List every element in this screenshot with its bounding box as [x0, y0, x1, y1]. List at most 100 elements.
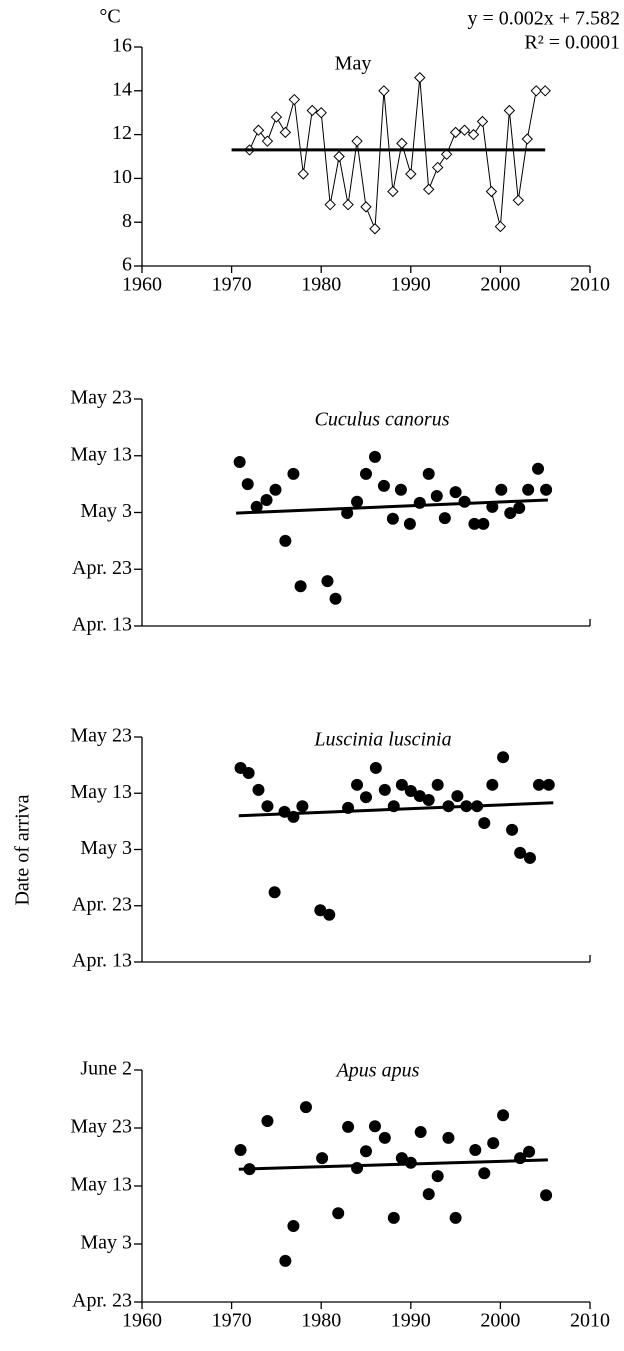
data-point: [288, 93, 301, 106]
data-point: [523, 851, 536, 864]
data-point: [458, 124, 471, 136]
data-point: [512, 194, 525, 207]
data-point: [287, 467, 300, 480]
y-tick-label: May 23: [70, 387, 132, 409]
data-point: [369, 223, 381, 235]
data-point: [395, 778, 408, 791]
y-tick-label: Apr. 13: [72, 614, 132, 636]
data-point: [261, 1115, 274, 1128]
x-tick-label: 1990: [391, 1310, 431, 1332]
data-point: [495, 483, 508, 496]
chart-title: May: [335, 53, 372, 75]
y-tick-label: Apr. 23: [72, 1290, 132, 1312]
data-point: [299, 1101, 312, 1114]
y-tick-label: May 3: [80, 500, 132, 522]
data-point: [351, 495, 364, 508]
chart-title: Luscinia luscinia: [313, 729, 451, 751]
y-tick-label: May 3: [80, 1232, 132, 1254]
data-point: [422, 794, 435, 806]
data-point: [478, 817, 491, 830]
y-tick-label: May 23: [70, 1116, 132, 1138]
data-point: [268, 886, 281, 899]
y-axis-label: Date of arriva: [12, 794, 34, 905]
data-point: [540, 483, 553, 496]
data-point: [351, 135, 363, 147]
data-point: [287, 1220, 300, 1233]
data-point: [405, 168, 417, 180]
data-point: [422, 467, 435, 480]
trend-line: [238, 801, 554, 818]
data-point: [468, 517, 481, 530]
data-point: [438, 512, 451, 525]
y-tick-label: May 13: [70, 443, 132, 465]
data-point: [396, 137, 408, 150]
y-tick-label: May 13: [70, 1174, 132, 1196]
data-point: [252, 783, 265, 796]
annotation: R² = 0.0001: [524, 32, 620, 54]
data-point: [431, 161, 444, 174]
y-tick-label: May 23: [70, 725, 132, 747]
data-point: [523, 1145, 536, 1158]
data-point: [296, 800, 309, 813]
data-point: [530, 85, 542, 97]
data-point: [486, 778, 499, 791]
y-tick-label: Apr. 23: [72, 557, 132, 579]
data-point: [260, 494, 273, 507]
data-point: [487, 1137, 500, 1150]
data-point: [316, 1152, 329, 1165]
data-point: [279, 1254, 292, 1267]
data-point: [503, 104, 516, 117]
x-tick-label: 1980: [301, 274, 341, 296]
data-point: [430, 490, 443, 503]
data-point: [279, 126, 292, 139]
data-point: [542, 778, 555, 791]
data-point: [403, 517, 416, 530]
y-tick-label: June 2: [80, 1058, 132, 1080]
data-point: [404, 785, 417, 797]
data-point: [314, 904, 327, 917]
x-tick-label: 1970: [212, 1310, 252, 1332]
data-point: [342, 1120, 355, 1133]
data-point: [497, 1109, 510, 1122]
data-point: [294, 580, 307, 593]
data-point: [261, 800, 274, 813]
data-point: [261, 135, 274, 147]
chart-panel: Apr. 13 Apr. 23 May 3 May 13 May 23 Cuculus c…: [70, 387, 591, 636]
y-tick-label: 8: [122, 210, 132, 232]
x-tick-label: 1960: [122, 1310, 162, 1332]
data-point: [532, 778, 545, 791]
data-point: [279, 534, 292, 547]
x-tick-label: 2010: [570, 1310, 610, 1332]
data-point: [368, 1120, 381, 1133]
data-point: [532, 462, 545, 475]
data-point: [449, 126, 462, 139]
chart-panel: 6 8 10 12 14 16 1960 1970 1980 1990 2000 2010 May °C y…: [99, 6, 620, 296]
data-point: [467, 128, 480, 141]
data-point: [377, 479, 390, 492]
data-point: [478, 1167, 491, 1180]
chart-title: Apus apus: [335, 1060, 420, 1082]
data-point: [521, 133, 533, 145]
data-point: [422, 1188, 435, 1201]
data-point: [368, 450, 381, 463]
data-point: [477, 517, 490, 530]
data-point: [378, 783, 391, 796]
data-point: [449, 486, 462, 499]
chart-panel: Apr. 23 May 3 May 13 May 23 June 2 1960 1970 19…: [70, 1058, 610, 1332]
y-tick-label: Apr. 13: [72, 950, 132, 972]
data-point: [504, 507, 517, 520]
data-point: [413, 790, 426, 803]
data-point: [297, 168, 309, 180]
data-point: [351, 1162, 364, 1175]
data-point: [387, 185, 399, 198]
data-point: [324, 198, 336, 211]
data-point: [458, 495, 471, 508]
y-tick-label: 10: [112, 166, 132, 188]
x-tick-label: 1990: [391, 274, 431, 296]
data-point: [341, 507, 354, 520]
y-axis-label: °C: [99, 6, 120, 28]
data-point: [514, 846, 527, 859]
data-point: [395, 1152, 408, 1165]
data-point: [323, 908, 336, 921]
